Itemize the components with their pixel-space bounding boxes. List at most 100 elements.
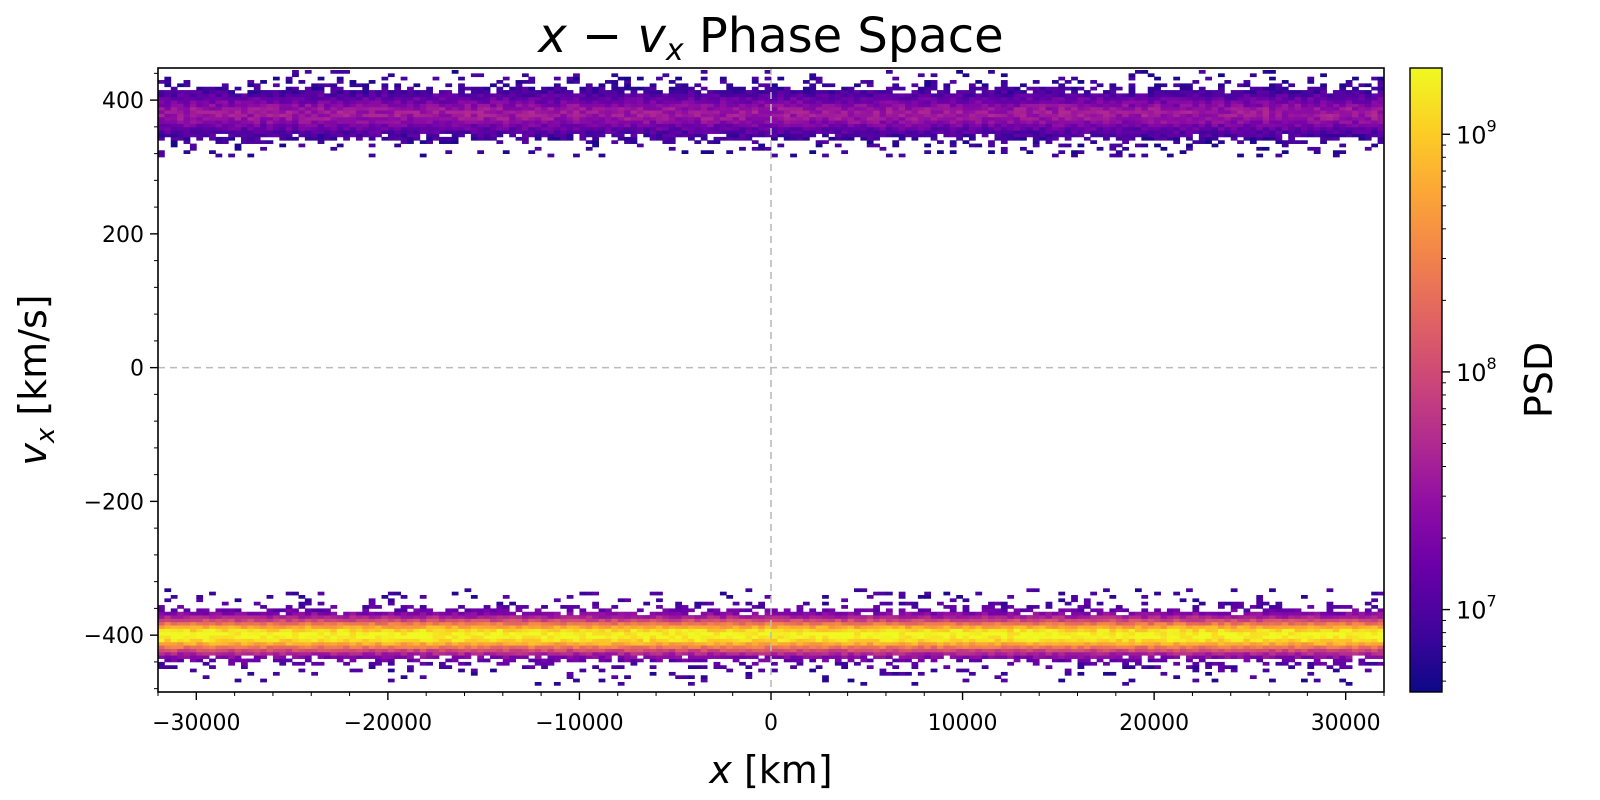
heatmap-cell <box>1026 588 1034 593</box>
heatmap-cell <box>1173 635 1181 639</box>
heatmap-cell <box>221 641 229 646</box>
heatmap-cell <box>713 661 721 666</box>
heatmap-cell <box>189 133 197 138</box>
heatmap-cell <box>611 120 619 124</box>
heatmap-cell <box>809 668 817 673</box>
heatmap-cell <box>1020 628 1027 633</box>
heatmap-cell <box>547 648 555 653</box>
heatmap-cell <box>847 133 855 138</box>
heatmap-cell <box>930 136 938 141</box>
heatmap-cell <box>585 625 593 629</box>
heatmap-cell <box>528 615 536 619</box>
heatmap-cell <box>266 123 274 128</box>
heatmap-cell <box>828 621 836 626</box>
heatmap-cell <box>1364 136 1372 141</box>
heatmap-cell <box>1288 648 1296 653</box>
heatmap-cell <box>1364 123 1372 128</box>
heatmap-cell <box>1345 621 1353 626</box>
heatmap-cell <box>662 126 670 131</box>
heatmap-cell <box>1352 621 1359 626</box>
heatmap-cell <box>1173 638 1181 643</box>
heatmap-cell <box>636 635 644 639</box>
heatmap-cell <box>617 681 625 686</box>
heatmap-cell <box>649 638 657 643</box>
heatmap-cell <box>1071 595 1078 599</box>
heatmap-cell <box>796 116 804 121</box>
heatmap-cell <box>822 675 829 680</box>
heatmap-cell <box>1134 621 1142 626</box>
heatmap-cell <box>387 625 395 629</box>
heatmap-cell <box>624 648 631 653</box>
heatmap-cell <box>496 615 504 619</box>
heatmap-cell <box>1032 120 1040 124</box>
heatmap-cell <box>656 116 663 121</box>
heatmap-cell <box>528 625 536 629</box>
heatmap-cell <box>1352 120 1359 124</box>
heatmap-cell <box>643 651 651 656</box>
heatmap-cell <box>1020 113 1027 118</box>
heatmap-cell <box>158 625 165 629</box>
heatmap-cell <box>1173 648 1181 653</box>
heatmap-cell <box>553 645 561 649</box>
heatmap-cell <box>809 615 817 619</box>
heatmap-cell <box>707 130 714 134</box>
heatmap-cell <box>739 645 746 649</box>
heatmap-cell <box>649 618 657 623</box>
heatmap-cell <box>183 136 191 141</box>
heatmap-cell <box>1249 655 1257 659</box>
heatmap-cell <box>1224 611 1232 616</box>
heatmap-cell <box>432 136 440 141</box>
heatmap-cell <box>745 116 753 121</box>
heatmap-cell <box>285 126 293 131</box>
heatmap-cell <box>490 130 497 134</box>
heatmap-cell <box>496 621 504 626</box>
heatmap-cell <box>1160 638 1168 643</box>
heatmap-cell <box>796 638 804 643</box>
heatmap-cell <box>1313 130 1321 134</box>
heatmap-cell <box>656 655 663 659</box>
heatmap-cell <box>1326 116 1334 121</box>
heatmap-cell <box>1103 628 1110 633</box>
heatmap-cell <box>215 608 223 613</box>
heatmap-cell <box>490 648 497 653</box>
heatmap-cell <box>1281 143 1289 148</box>
heatmap-cell <box>1026 618 1034 623</box>
heatmap-cell <box>515 608 523 613</box>
heatmap-cell <box>860 625 868 629</box>
heatmap-cell <box>649 120 657 124</box>
heatmap-cell <box>1345 123 1353 128</box>
heatmap-cell <box>873 113 880 118</box>
heatmap-cell <box>854 133 861 138</box>
heatmap-cell <box>962 608 970 613</box>
heatmap-cell <box>553 136 561 141</box>
heatmap-cell <box>719 621 727 626</box>
heatmap-cell <box>943 631 951 636</box>
heatmap-cell <box>349 668 357 673</box>
heatmap-cell <box>560 651 568 656</box>
heatmap-cell <box>988 621 995 626</box>
heatmap-cell <box>1371 611 1379 616</box>
heatmap-cell <box>368 133 376 138</box>
heatmap-cell <box>1032 635 1040 639</box>
heatmap-cell <box>177 648 184 653</box>
heatmap-cell <box>707 645 714 649</box>
heatmap-cell <box>215 645 223 649</box>
heatmap-cell <box>490 651 497 656</box>
heatmap-cell <box>355 651 363 656</box>
heatmap-cell <box>1249 120 1257 124</box>
heatmap-cell <box>924 143 932 148</box>
heatmap-cell <box>994 621 1002 626</box>
heatmap-cell <box>1173 120 1181 124</box>
heatmap-cell <box>560 615 568 619</box>
heatmap-cell <box>1320 628 1327 633</box>
heatmap-cell <box>1320 123 1327 128</box>
heatmap-cell <box>247 671 255 676</box>
heatmap-cell <box>215 618 223 623</box>
heatmap-cell <box>1122 615 1129 619</box>
heatmap-cell <box>573 116 580 121</box>
heatmap-cell <box>541 665 548 669</box>
heatmap-cell <box>1000 116 1008 121</box>
heatmap-cell <box>1230 126 1238 131</box>
heatmap-cell <box>777 133 785 138</box>
heatmap-cell <box>585 120 593 124</box>
